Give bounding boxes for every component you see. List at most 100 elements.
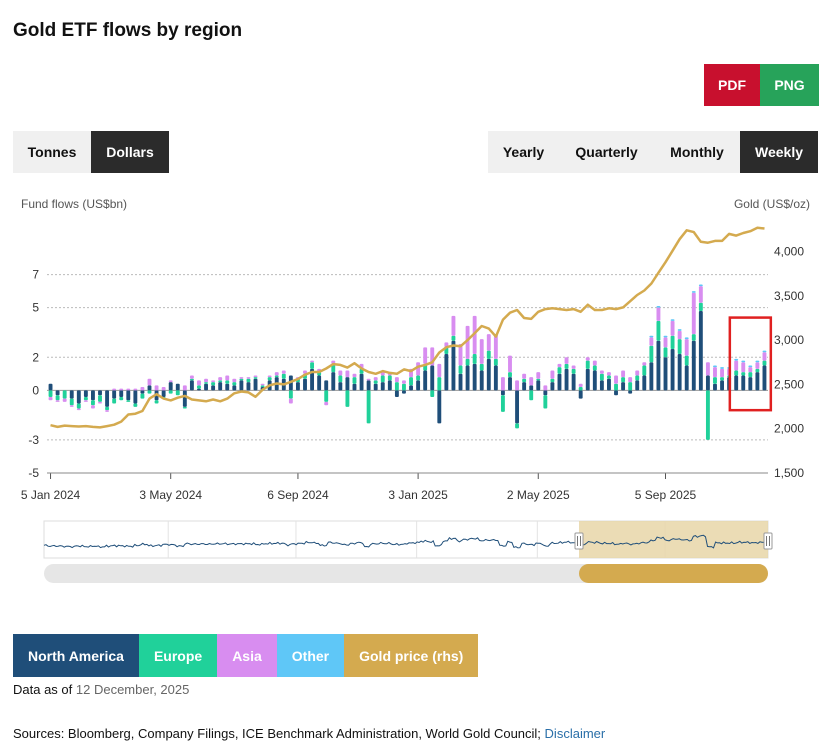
bar-asia bbox=[592, 360, 597, 366]
bar-north-america bbox=[677, 353, 682, 391]
weekly-tab[interactable]: Weekly bbox=[740, 131, 818, 173]
bar-asia bbox=[670, 320, 675, 336]
bar-europe bbox=[642, 365, 647, 376]
bar-europe bbox=[741, 372, 746, 376]
bar-north-america bbox=[76, 390, 81, 404]
bar-europe bbox=[218, 380, 223, 383]
legend: North America Europe Asia Other Gold pri… bbox=[13, 634, 479, 677]
bar-europe bbox=[536, 378, 541, 381]
bar-asia bbox=[522, 373, 527, 379]
disclaimer-link[interactable]: Disclaimer bbox=[544, 726, 606, 741]
bar-asia bbox=[133, 388, 138, 391]
bar-north-america bbox=[741, 375, 746, 391]
bar-europe bbox=[324, 390, 329, 402]
bar-asia bbox=[451, 315, 456, 336]
bar-north-america bbox=[55, 390, 60, 396]
bar-europe bbox=[387, 375, 392, 381]
bar-asia bbox=[211, 380, 216, 383]
bar-europe bbox=[281, 373, 286, 379]
navigator-handle-right[interactable] bbox=[763, 532, 773, 550]
bar-asia bbox=[508, 355, 512, 373]
period-toggle: Yearly Quarterly Monthly Weekly bbox=[488, 131, 818, 173]
bar-north-america bbox=[112, 390, 117, 399]
bar-europe bbox=[310, 362, 315, 369]
bar-asia bbox=[105, 410, 110, 412]
dollars-tab[interactable]: Dollars bbox=[91, 131, 169, 173]
bar-asia bbox=[189, 375, 194, 379]
etf-flows-chart: -5 -3 0 2 5 7 1,500 2,000 2,500 3,000 3,500 4,000 5 … bbox=[21, 226, 804, 502]
bar-asia bbox=[741, 362, 746, 373]
legend-asia[interactable]: Asia bbox=[217, 634, 277, 677]
pdf-download-button[interactable]: PDF bbox=[704, 64, 760, 106]
bar-north-america bbox=[621, 382, 626, 391]
bar-other bbox=[677, 329, 682, 331]
bar-europe bbox=[112, 398, 117, 404]
y2-tick-label: 3,000 bbox=[774, 333, 804, 347]
bar-europe bbox=[698, 302, 703, 311]
x-tick-label: 3 May 2024 bbox=[139, 488, 202, 502]
bar-north-america bbox=[373, 383, 378, 391]
bar-europe bbox=[607, 375, 611, 379]
bar-north-america bbox=[642, 375, 647, 391]
bar-asia bbox=[267, 375, 272, 378]
bar-asia bbox=[621, 370, 626, 378]
bar-asia bbox=[76, 408, 81, 411]
bar-asia bbox=[48, 396, 53, 401]
quarterly-tab[interactable]: Quarterly bbox=[575, 144, 638, 160]
bar-asia bbox=[479, 339, 484, 364]
bar-north-america bbox=[705, 375, 710, 391]
bar-europe bbox=[755, 368, 760, 373]
x-tick-label: 5 Sep 2025 bbox=[635, 488, 697, 502]
bar-north-america bbox=[416, 380, 421, 391]
png-download-button[interactable]: PNG bbox=[760, 64, 819, 106]
bar-asia bbox=[500, 377, 505, 391]
legend-gold-price[interactable]: Gold price (rhs) bbox=[344, 634, 479, 677]
bar-north-america bbox=[133, 390, 138, 404]
bar-north-america bbox=[734, 375, 739, 391]
navigator-handle-left[interactable] bbox=[574, 532, 584, 550]
bar-north-america bbox=[394, 390, 399, 397]
yearly-tab[interactable]: Yearly bbox=[502, 144, 545, 160]
bar-europe bbox=[91, 400, 95, 406]
bar-north-america bbox=[232, 385, 237, 391]
bar-europe bbox=[147, 390, 152, 394]
bar-asia bbox=[204, 378, 208, 383]
y2-tick-label: 1,500 bbox=[774, 466, 804, 480]
range-navigator[interactable] bbox=[0, 515, 822, 590]
bar-europe bbox=[133, 403, 138, 407]
bar-europe bbox=[154, 400, 159, 404]
bar-asia bbox=[543, 385, 548, 391]
bar-north-america bbox=[225, 383, 230, 391]
tonnes-tab[interactable]: Tonnes bbox=[27, 144, 77, 160]
bar-europe bbox=[472, 353, 477, 364]
bar-europe bbox=[62, 390, 67, 399]
monthly-tab[interactable]: Monthly bbox=[670, 144, 724, 160]
bar-europe bbox=[479, 363, 484, 371]
bar-north-america bbox=[105, 390, 110, 407]
bar-europe bbox=[55, 395, 60, 401]
bar-north-america bbox=[69, 390, 74, 399]
bar-north-america bbox=[119, 390, 124, 397]
bar-asia bbox=[288, 398, 293, 404]
bar-europe bbox=[402, 383, 406, 391]
legend-other[interactable]: Other bbox=[276, 634, 345, 677]
bar-north-america bbox=[253, 378, 258, 391]
legend-europe[interactable]: Europe bbox=[138, 634, 218, 677]
navigator-scrollbar-thumb[interactable] bbox=[579, 564, 768, 583]
bar-europe bbox=[225, 380, 230, 384]
legend-north-america[interactable]: North America bbox=[13, 634, 139, 677]
navigator-window bbox=[579, 521, 768, 558]
bar-asia bbox=[536, 372, 541, 379]
bar-asia bbox=[656, 307, 661, 321]
y2-tick-label: 3,500 bbox=[774, 289, 804, 303]
bar-asia bbox=[550, 370, 555, 379]
bar-europe bbox=[705, 390, 710, 440]
bar-north-america bbox=[437, 390, 442, 424]
bar-north-america bbox=[218, 382, 223, 391]
bar-asia bbox=[691, 292, 696, 335]
bar-europe bbox=[69, 398, 74, 406]
bar-other bbox=[698, 284, 703, 287]
bar-europe bbox=[592, 365, 597, 371]
bar-north-america bbox=[310, 368, 315, 391]
bar-north-america bbox=[204, 383, 208, 391]
